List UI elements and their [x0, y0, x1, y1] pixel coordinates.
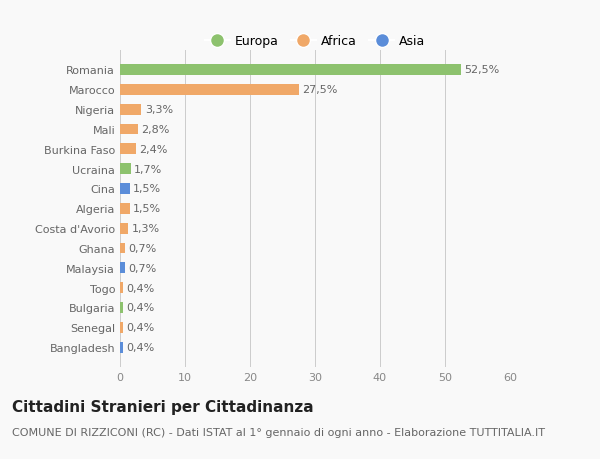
- Text: COMUNE DI RIZZICONI (RC) - Dati ISTAT al 1° gennaio di ogni anno - Elaborazione : COMUNE DI RIZZICONI (RC) - Dati ISTAT al…: [12, 427, 545, 437]
- Text: Cittadini Stranieri per Cittadinanza: Cittadini Stranieri per Cittadinanza: [12, 399, 314, 414]
- Bar: [120, 184, 130, 195]
- Text: 0,4%: 0,4%: [126, 303, 154, 313]
- Text: 0,4%: 0,4%: [126, 342, 154, 353]
- Text: 0,4%: 0,4%: [126, 283, 154, 293]
- Text: 1,5%: 1,5%: [133, 184, 161, 194]
- Bar: [120, 223, 128, 234]
- Bar: [120, 322, 122, 333]
- Text: 2,8%: 2,8%: [142, 125, 170, 134]
- Bar: [120, 124, 138, 135]
- Text: 0,4%: 0,4%: [126, 323, 154, 333]
- Text: 1,3%: 1,3%: [132, 224, 160, 234]
- Bar: [120, 144, 136, 155]
- Text: 1,7%: 1,7%: [134, 164, 163, 174]
- Bar: [120, 203, 130, 214]
- Bar: [120, 263, 125, 274]
- Bar: [120, 84, 299, 95]
- Legend: Europa, Africa, Asia: Europa, Africa, Asia: [201, 31, 429, 52]
- Bar: [120, 65, 461, 76]
- Bar: [120, 302, 122, 313]
- Bar: [120, 164, 131, 175]
- Text: 0,7%: 0,7%: [128, 243, 156, 253]
- Text: 0,7%: 0,7%: [128, 263, 156, 273]
- Text: 1,5%: 1,5%: [133, 204, 161, 214]
- Bar: [120, 105, 142, 115]
- Bar: [120, 342, 122, 353]
- Text: 52,5%: 52,5%: [464, 65, 500, 75]
- Text: 27,5%: 27,5%: [302, 85, 337, 95]
- Bar: [120, 243, 125, 254]
- Bar: [120, 283, 122, 293]
- Text: 2,4%: 2,4%: [139, 145, 167, 155]
- Text: 3,3%: 3,3%: [145, 105, 173, 115]
